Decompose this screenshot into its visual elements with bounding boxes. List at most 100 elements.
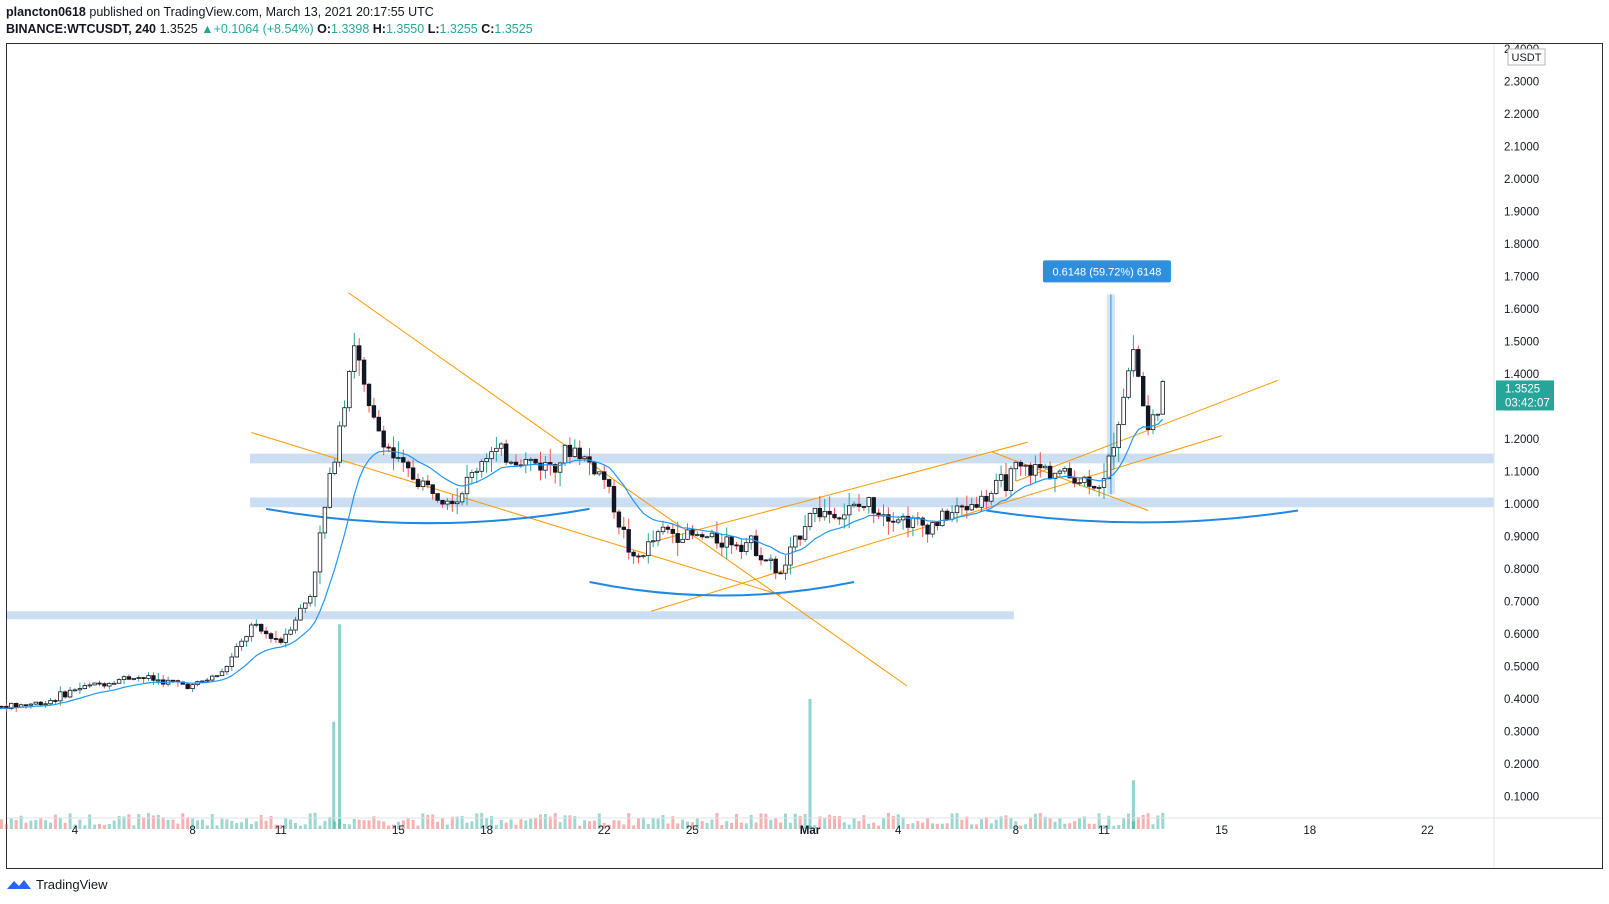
candle — [126, 676, 132, 680]
candle — [665, 526, 671, 530]
volume-bar — [225, 819, 229, 829]
volume-bar — [465, 822, 469, 829]
volume-bar — [715, 813, 719, 829]
volume-bar — [1038, 813, 1042, 829]
chart-frame[interactable] — [6, 43, 1603, 869]
candle — [307, 596, 313, 604]
author-name[interactable]: plancton0618 — [6, 5, 86, 19]
candle — [136, 677, 141, 679]
close-value: 1.3525 — [494, 22, 533, 36]
volume-bar — [524, 820, 528, 829]
candle — [646, 541, 651, 557]
volume-bar — [1117, 824, 1121, 829]
volume-bar — [935, 823, 939, 829]
volume-bar — [313, 812, 317, 829]
candle — [592, 461, 597, 475]
volume-bar — [1024, 824, 1028, 829]
price-change: ▲+0.1064 (+8.54%) — [201, 22, 314, 36]
volume-bar — [406, 818, 410, 829]
candle — [97, 682, 102, 685]
volume-bar — [127, 814, 131, 829]
candle — [205, 679, 210, 682]
candle — [450, 500, 455, 505]
volume-bar — [460, 815, 464, 829]
volume-bar — [78, 819, 82, 829]
candle — [802, 526, 808, 540]
volume-bar — [98, 823, 101, 829]
candle — [974, 504, 979, 508]
volume-bar — [690, 822, 694, 829]
volume-bar — [769, 819, 773, 829]
candle — [567, 444, 573, 457]
volume-bar — [215, 825, 219, 829]
volume-bar — [784, 813, 787, 829]
candle — [425, 480, 430, 486]
candle — [851, 503, 857, 507]
volume-bar — [671, 816, 675, 829]
candle — [508, 461, 514, 464]
candle — [116, 679, 122, 684]
candle — [332, 461, 337, 474]
candle — [48, 700, 53, 705]
volume-bar — [112, 820, 116, 829]
candle — [940, 510, 945, 527]
volume-bar — [367, 820, 371, 829]
candle — [415, 478, 421, 488]
volume-bar — [401, 820, 405, 829]
currency-badge[interactable] — [1507, 48, 1546, 66]
time-tick-label: 22 — [1421, 825, 1434, 837]
volume-bar — [886, 812, 890, 829]
volume-bar — [39, 817, 43, 829]
volume-bar — [862, 815, 866, 829]
volume-bar — [813, 825, 817, 829]
candle — [798, 535, 803, 540]
candle — [190, 684, 195, 689]
currency-label: USDT — [1512, 52, 1542, 64]
candle — [680, 538, 685, 543]
candle — [214, 675, 220, 678]
candle — [1111, 447, 1116, 457]
volume-bar — [867, 823, 871, 829]
candle — [758, 555, 764, 561]
volume-bar — [347, 824, 351, 829]
time-tick-label: 11 — [1098, 825, 1110, 837]
candle — [391, 447, 396, 459]
support-zone — [7, 611, 1014, 620]
volume-bar — [151, 815, 155, 829]
open-value: 1.3398 — [331, 22, 370, 36]
volume-bar — [0, 819, 4, 829]
volume-bar — [573, 816, 577, 829]
candle — [557, 462, 563, 473]
price-tick-label: 1.6000 — [1504, 304, 1539, 316]
candle — [322, 506, 328, 534]
candle — [72, 689, 78, 692]
candle — [77, 688, 83, 691]
volume-bar — [847, 824, 851, 829]
volume-bar — [53, 814, 57, 829]
candle — [930, 522, 935, 535]
tradingview-footer[interactable]: TradingView — [6, 877, 108, 892]
volume-bar — [259, 815, 263, 829]
candle — [597, 471, 602, 475]
candle — [538, 462, 543, 471]
volume-bar — [156, 814, 160, 829]
candle — [131, 678, 136, 680]
volume-bar — [1078, 817, 1081, 829]
trend-line — [648, 441, 1028, 544]
candle — [1101, 478, 1107, 488]
volume-bar — [83, 825, 87, 829]
candle — [283, 633, 288, 643]
candle — [871, 497, 876, 514]
symbol-label[interactable]: BINANCE:WTCUSDT, 240 — [6, 22, 157, 36]
volume-bar — [49, 822, 52, 829]
candle — [317, 532, 323, 573]
volume-bar — [735, 813, 738, 829]
volume-bar — [480, 812, 484, 829]
candle — [783, 564, 788, 574]
volume-bar — [14, 819, 18, 829]
volume-bar — [779, 822, 783, 829]
volume-bar — [641, 817, 645, 829]
measure-label-box[interactable] — [1042, 260, 1171, 283]
candle — [288, 629, 293, 635]
